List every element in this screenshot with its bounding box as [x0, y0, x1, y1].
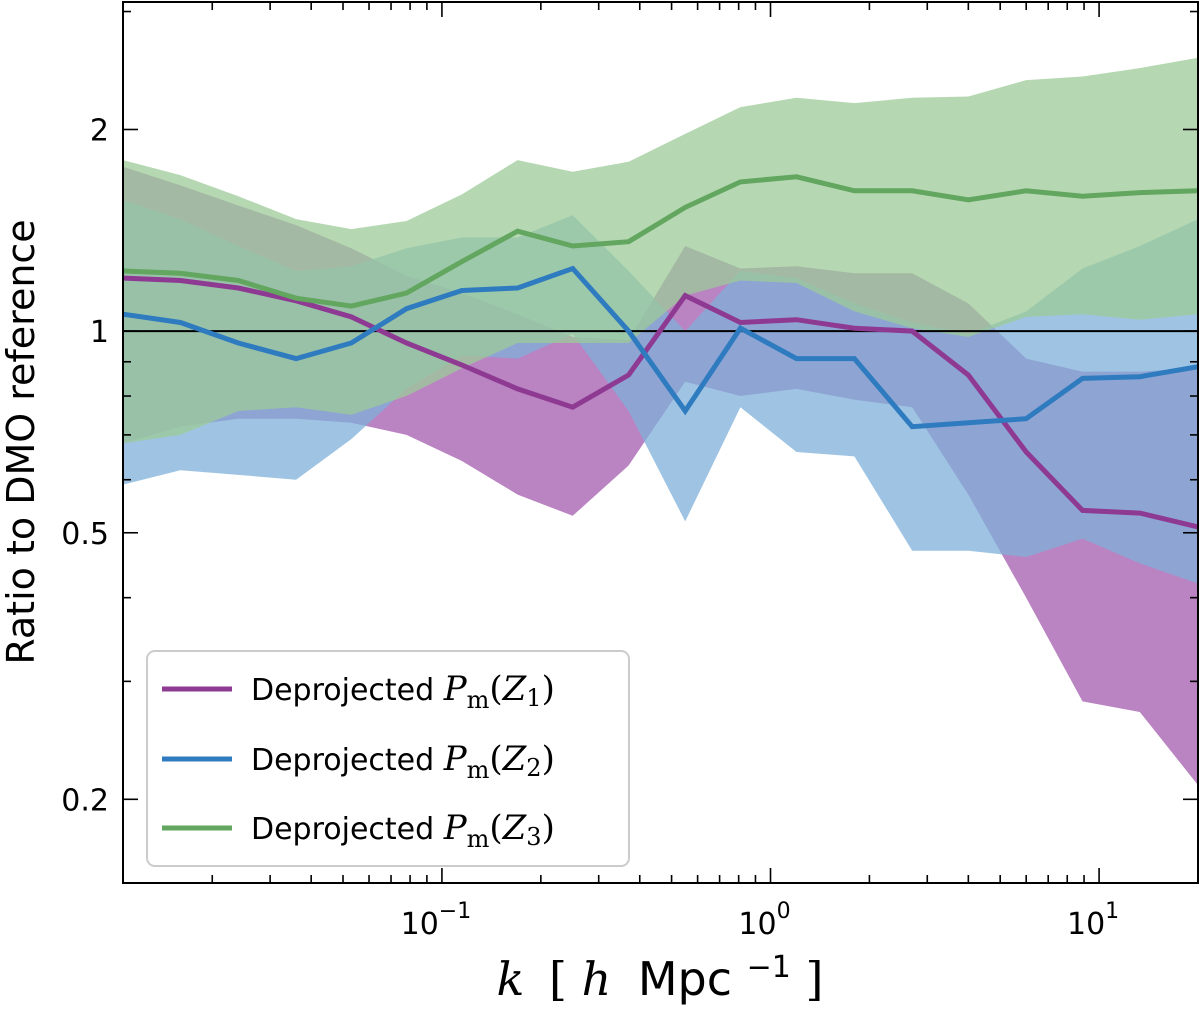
line-series-1 [123, 275, 1198, 530]
x-tick-label: 10−1 [401, 899, 472, 942]
x-axis-close-bracket: ] [806, 952, 824, 1006]
line-series-2 [123, 265, 1198, 430]
legend-frame [146, 650, 630, 867]
x-axis-unit-exponent: −1 [747, 950, 791, 985]
legend-label-1: Deprojected Pm(Z1) [251, 669, 555, 714]
axis-ticks [123, 2, 1198, 883]
tick-labels: 10−1 100 101 0.2 0.5 1 2 [61, 113, 1119, 942]
y-tick-label: 1 [90, 315, 109, 350]
x-tick-label: 100 [738, 899, 790, 942]
x-axis-title: k [ h Mpc −1 ] [497, 934, 824, 1006]
legend-label-3: Deprojected Pm(Z3) [251, 808, 555, 853]
x-tick-label: 101 [1067, 899, 1119, 942]
y-tick-label: 2 [90, 113, 109, 148]
line-series-3 [123, 174, 1198, 309]
series-lines [123, 174, 1198, 530]
y-tick-label: 0.2 [61, 783, 109, 818]
band-series-3 [123, 57, 1198, 444]
plot-frame [122, 1, 1199, 884]
x-axis-h: h [582, 952, 612, 1006]
legend-label-2: Deprojected Pm(Z2) [251, 739, 555, 784]
x-axis-open-bracket: [ [549, 952, 567, 1006]
y-axis-title: Ratio to DMO reference [0, 219, 43, 664]
x-axis-var: k [497, 952, 525, 1006]
x-axis-unit: Mpc [638, 952, 732, 1006]
legend: Deprojected Pm(Z1) Deprojected Pm(Z2) Depr… [146, 650, 630, 867]
y-tick-label: 0.5 [61, 517, 109, 552]
